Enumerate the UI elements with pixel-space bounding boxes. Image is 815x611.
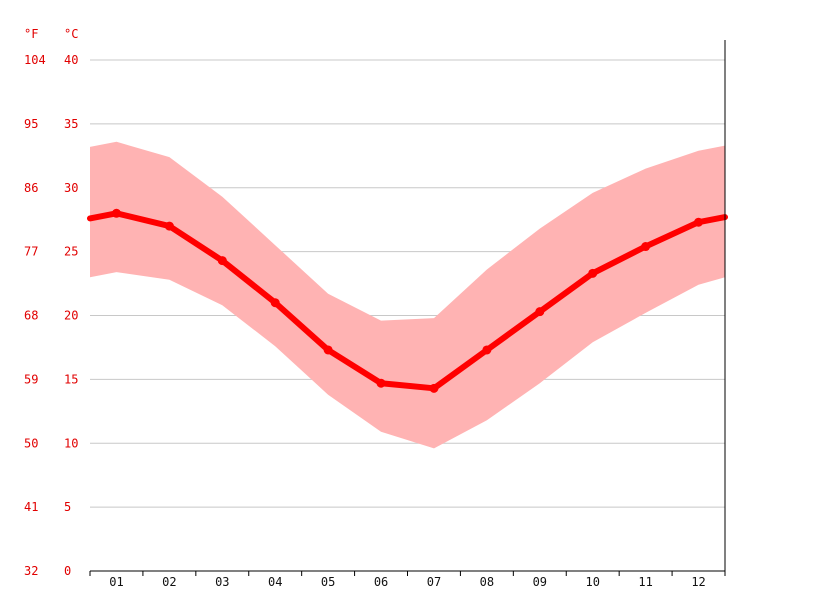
month-label: 10 bbox=[585, 575, 599, 589]
mean-temperature-point bbox=[217, 256, 227, 266]
mean-line-group bbox=[87, 208, 728, 393]
month-label: 08 bbox=[480, 575, 494, 589]
month-label: 03 bbox=[215, 575, 229, 589]
fahrenheit-tick-label: 77 bbox=[24, 245, 38, 259]
month-label: 12 bbox=[691, 575, 705, 589]
fahrenheit-unit-label: °F bbox=[24, 27, 38, 41]
mean-temperature-point bbox=[535, 307, 545, 317]
celsius-tick-label: 0 bbox=[64, 564, 71, 578]
fahrenheit-tick-label: 86 bbox=[24, 181, 38, 195]
mean-temperature-point bbox=[270, 298, 280, 308]
fahrenheit-tick-label: 41 bbox=[24, 500, 38, 514]
month-label: 01 bbox=[109, 575, 123, 589]
celsius-tick-label: 30 bbox=[64, 181, 78, 195]
celsius-tick-label: 5 bbox=[64, 500, 71, 514]
month-label: 05 bbox=[321, 575, 335, 589]
y-axis-fahrenheit: 104 95 86 77 68 59 50 41 32 °F bbox=[24, 27, 46, 578]
celsius-tick-label: 25 bbox=[64, 245, 78, 259]
celsius-tick-label: 35 bbox=[64, 117, 78, 131]
mean-temperature-point bbox=[323, 345, 333, 355]
celsius-tick-label: 15 bbox=[64, 372, 78, 386]
month-label: 11 bbox=[638, 575, 652, 589]
month-label: 07 bbox=[427, 575, 441, 589]
mean-temperature-line bbox=[87, 210, 728, 392]
celsius-tick-label: 40 bbox=[64, 53, 78, 67]
temperature-range-band bbox=[90, 141, 725, 449]
mean-temperature-point bbox=[694, 217, 704, 227]
y-axis-celsius: 40 35 30 25 20 15 10 5 0 °C bbox=[64, 27, 78, 578]
month-label: 02 bbox=[162, 575, 176, 589]
mean-temperature-point bbox=[376, 378, 386, 388]
celsius-tick-label: 20 bbox=[64, 309, 78, 323]
month-label: 09 bbox=[533, 575, 547, 589]
celsius-tick-label: 10 bbox=[64, 436, 78, 450]
celsius-unit-label: °C bbox=[64, 27, 78, 41]
mean-temperature-point bbox=[641, 242, 651, 252]
fahrenheit-tick-label: 95 bbox=[24, 117, 38, 131]
fahrenheit-tick-label: 104 bbox=[24, 53, 46, 67]
mean-temperature-point bbox=[111, 208, 121, 218]
mean-temperature-point bbox=[482, 345, 492, 355]
month-label: 06 bbox=[374, 575, 388, 589]
x-axis: 01 02 03 04 05 06 07 08 09 10 11 12 bbox=[89, 570, 726, 589]
mean-temperature-point bbox=[429, 383, 439, 393]
mean-temperature-point bbox=[588, 268, 598, 278]
fahrenheit-tick-label: 32 bbox=[24, 564, 38, 578]
mean-temperature-point bbox=[164, 221, 174, 231]
fahrenheit-tick-label: 50 bbox=[24, 436, 38, 450]
fahrenheit-tick-label: 59 bbox=[24, 372, 38, 386]
month-label: 04 bbox=[268, 575, 282, 589]
fahrenheit-tick-label: 68 bbox=[24, 309, 38, 323]
